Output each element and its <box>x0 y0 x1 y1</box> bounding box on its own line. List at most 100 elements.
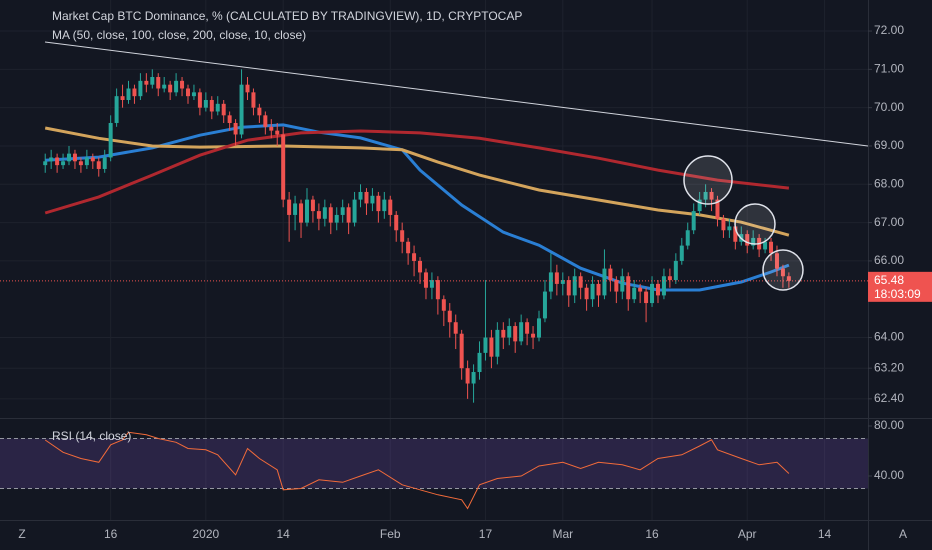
candle-body <box>620 276 625 292</box>
candle-body <box>310 199 315 212</box>
candle-body <box>90 157 95 162</box>
y-tick-label: 64.00 <box>874 330 904 344</box>
candle-body <box>299 203 304 223</box>
candle-body <box>78 161 83 166</box>
candle-body <box>67 153 72 162</box>
candle-body <box>55 157 60 166</box>
x-tick-label: Feb <box>380 527 401 541</box>
candle-body <box>209 99 214 112</box>
candle-body <box>673 260 678 281</box>
rsi-band <box>0 438 868 489</box>
candle-body <box>715 199 720 219</box>
candle-body <box>638 287 643 292</box>
candle-body <box>465 368 470 384</box>
candle-body <box>590 283 595 300</box>
candle-body <box>519 322 524 342</box>
candle-body <box>180 80 185 89</box>
candle-body <box>703 191 708 200</box>
y-tick-label: 66.00 <box>874 253 904 267</box>
y-tick-label: 40.00 <box>874 468 904 482</box>
candle-body <box>275 130 280 135</box>
auto-scale-button[interactable]: A <box>899 527 907 541</box>
candle-body <box>435 280 440 300</box>
candle-body <box>84 157 89 166</box>
x-tick-label: 17 <box>479 527 493 541</box>
last-price-label: 65.48 <box>874 273 904 287</box>
candle-body <box>626 276 631 300</box>
candle-body <box>221 103 226 116</box>
candle-body <box>471 372 476 384</box>
candle-body <box>418 260 423 273</box>
candle-body <box>251 92 256 108</box>
candle-body <box>548 272 553 292</box>
candle-body <box>108 122 113 158</box>
highlight-circle <box>762 249 804 291</box>
candle-body <box>43 161 48 166</box>
x-tick-label: Mar <box>552 527 573 541</box>
candle-body <box>769 241 774 254</box>
candle-body <box>293 203 298 215</box>
line-series <box>44 431 790 510</box>
candle-body <box>572 276 577 296</box>
candle-body <box>495 329 500 357</box>
candle-body <box>132 88 137 97</box>
candle-body <box>269 126 274 131</box>
candle-body <box>144 80 149 85</box>
candle-body <box>727 226 732 231</box>
candle-body <box>245 84 250 93</box>
candle-body <box>786 276 791 281</box>
x-tick-label: Apr <box>738 527 757 541</box>
candle-body <box>346 207 351 223</box>
y-tick-label: 80.00 <box>874 418 904 432</box>
candle-body <box>328 207 333 223</box>
candle-body <box>394 214 399 231</box>
candle-body <box>340 207 345 215</box>
candle-body <box>370 195 375 204</box>
countdown-label: 18:03:09 <box>874 287 921 301</box>
y-tick-label: 72.00 <box>874 23 904 37</box>
candle-body <box>477 352 482 373</box>
indicator-legend: MA (50, close, 100, close, 200, close, 1… <box>52 28 306 42</box>
y-tick-label: 71.00 <box>874 62 904 76</box>
line-series <box>44 126 790 237</box>
candle-body <box>233 122 238 135</box>
candle-body <box>334 214 339 223</box>
y-tick-label: 68.00 <box>874 176 904 190</box>
candle-body <box>203 99 208 108</box>
candle-body <box>61 161 66 166</box>
candle-body <box>751 237 756 246</box>
candle-body <box>531 333 536 338</box>
candle-body <box>691 211 696 231</box>
candle-body <box>263 115 268 127</box>
candle-body <box>483 337 488 353</box>
grid <box>0 0 868 520</box>
candle-body <box>632 287 637 300</box>
x-tick-label: 16 <box>645 527 659 541</box>
candle-body <box>441 299 446 311</box>
candle-body <box>745 234 750 246</box>
candle-body <box>96 161 101 169</box>
candle-body <box>614 280 619 292</box>
candle-body <box>388 199 393 215</box>
candle-body <box>257 107 262 116</box>
candle-body <box>655 283 660 296</box>
candle-body <box>364 191 369 204</box>
candle-body <box>459 333 464 369</box>
zoom-button[interactable]: Z <box>18 527 25 541</box>
x-tick-label: 14 <box>277 527 291 541</box>
candle-body <box>525 322 530 334</box>
candle-body <box>322 207 327 219</box>
candle-body <box>304 199 309 223</box>
chart-title: Market Cap BTC Dominance, % (CALCULATED … <box>52 9 522 23</box>
candle-body <box>382 199 387 212</box>
candle-body <box>102 157 107 169</box>
candle-body <box>542 291 547 319</box>
candle-body <box>667 276 672 281</box>
candle-body <box>191 92 196 97</box>
candle-body <box>423 272 428 288</box>
rsi-legend: RSI (14, close) <box>52 429 131 443</box>
candle-body <box>602 268 607 296</box>
candle-body <box>174 80 179 93</box>
axes: 72.00 71.00 70.00 69.00 68.00 67.00 66.00 64.00… <box>104 23 932 541</box>
